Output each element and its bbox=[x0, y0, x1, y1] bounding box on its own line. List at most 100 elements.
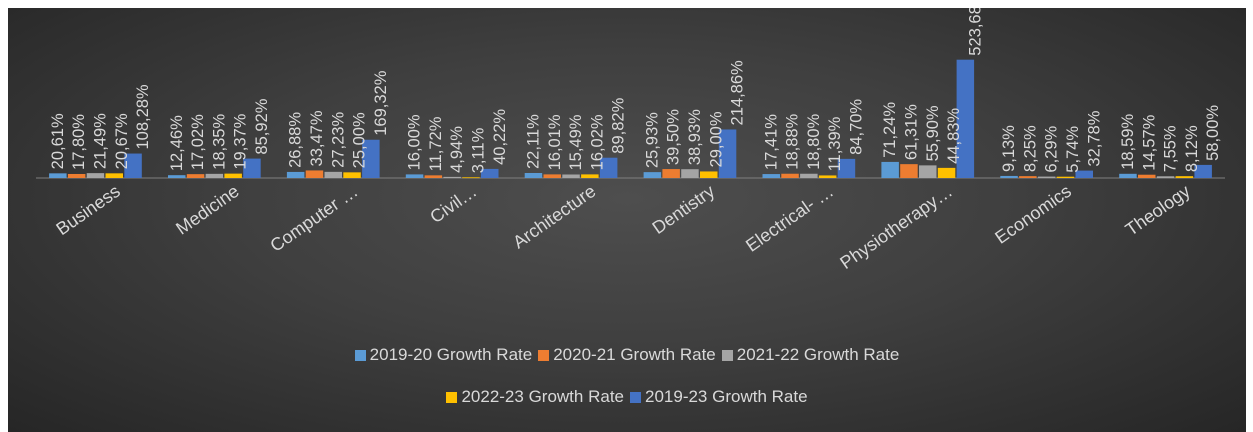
bar bbox=[224, 173, 242, 178]
category-label: Medicine bbox=[172, 181, 242, 239]
data-label: 32,78% bbox=[1085, 110, 1103, 166]
category-label: Civil… bbox=[426, 181, 480, 227]
legend-swatch bbox=[538, 349, 550, 361]
data-label: 12,46% bbox=[168, 115, 186, 171]
bar bbox=[919, 165, 937, 178]
legend-item: 2020-21 Growth Rate bbox=[538, 345, 716, 365]
data-label: 5,74% bbox=[1064, 126, 1082, 173]
data-label: 15,49% bbox=[567, 114, 585, 170]
bar bbox=[286, 171, 305, 178]
bar bbox=[243, 158, 261, 178]
legend-swatch bbox=[354, 349, 366, 361]
bar bbox=[324, 171, 342, 178]
bar bbox=[1138, 174, 1156, 178]
data-label: 17,80% bbox=[70, 114, 88, 170]
legend-item: 2022-23 Growth Rate bbox=[446, 387, 624, 407]
bar bbox=[343, 172, 361, 178]
bar bbox=[462, 177, 480, 179]
bar bbox=[424, 175, 443, 178]
chart-plot: 20,61% 17,80% 21,49% 20,67% 108,28% Business 1… bbox=[36, 8, 1225, 273]
legend-label: 2020-21 Growth Rate bbox=[553, 345, 716, 364]
bar bbox=[86, 173, 105, 178]
data-label: 214,86% bbox=[729, 60, 747, 125]
data-label: 40,22% bbox=[491, 109, 509, 165]
data-label: 84,70% bbox=[847, 99, 865, 155]
bar bbox=[186, 174, 205, 178]
bar bbox=[405, 174, 424, 178]
bar bbox=[956, 59, 975, 178]
category-label: Architecture bbox=[509, 181, 599, 252]
bar bbox=[1194, 164, 1212, 178]
data-label: 18,35% bbox=[210, 114, 228, 170]
bar bbox=[781, 173, 799, 178]
bar bbox=[481, 168, 499, 178]
data-label: 22,11% bbox=[524, 114, 542, 169]
data-label: 16,01% bbox=[546, 114, 564, 170]
data-label: 26,88% bbox=[287, 112, 305, 168]
data-label: 89,82% bbox=[610, 97, 628, 153]
chart-area: 20,61% 17,80% 21,49% 20,67% 108,28% Business 1… bbox=[8, 8, 1246, 432]
bar bbox=[524, 173, 543, 178]
bar bbox=[937, 167, 956, 178]
legend-row: 2019-20 Growth Rate 2020-21 Growth Rate 20… bbox=[8, 340, 1246, 370]
data-label: 16,00% bbox=[406, 114, 424, 170]
bar bbox=[543, 174, 561, 178]
category-label: Economics bbox=[991, 181, 1075, 248]
bar bbox=[818, 175, 837, 178]
legend-label: 2019-20 Growth Rate bbox=[369, 345, 533, 364]
bar bbox=[105, 173, 123, 178]
category-label: Dentistry bbox=[649, 181, 719, 238]
data-label: 29,00% bbox=[707, 111, 725, 167]
bar bbox=[1000, 175, 1018, 178]
data-label: 16,02% bbox=[588, 114, 606, 170]
data-label: 25,00% bbox=[351, 112, 369, 168]
legend: 2019-20 Growth Rate 2020-21 Growth Rate 20… bbox=[8, 340, 1246, 424]
category-label: Electrical- … bbox=[742, 181, 837, 256]
bar bbox=[643, 172, 662, 178]
data-label: 38,93% bbox=[686, 109, 704, 165]
bar bbox=[900, 164, 918, 178]
data-label: 18,88% bbox=[784, 113, 802, 169]
bar bbox=[124, 153, 142, 178]
data-label: 11,72% bbox=[427, 116, 445, 171]
data-label: 21,49% bbox=[91, 113, 109, 169]
bar bbox=[305, 170, 324, 178]
category-label: Theology bbox=[1122, 181, 1194, 240]
bar bbox=[581, 174, 599, 178]
bar bbox=[562, 174, 580, 178]
data-label: 20,67% bbox=[113, 113, 131, 169]
data-label: 61,31% bbox=[902, 104, 920, 160]
data-label: 44,83% bbox=[945, 108, 963, 164]
data-label: 108,28% bbox=[134, 84, 152, 149]
data-label: 14,57% bbox=[1140, 114, 1158, 170]
legend-item: 2021-22 Growth Rate bbox=[721, 345, 899, 365]
legend-swatch bbox=[630, 391, 641, 403]
data-label: 7,55% bbox=[1162, 125, 1180, 172]
data-label: 169,32% bbox=[372, 70, 390, 135]
legend-swatch bbox=[446, 391, 458, 403]
bar bbox=[599, 157, 618, 178]
bar bbox=[443, 176, 461, 178]
bar bbox=[837, 158, 856, 178]
data-label: 4,94% bbox=[448, 126, 466, 173]
legend-item: 2019-23 Growth Rate bbox=[630, 387, 808, 407]
legend-row: 2022-23 Growth Rate 2019-23 Growth Rate bbox=[8, 382, 1246, 412]
data-label: 58,00% bbox=[1204, 105, 1222, 161]
legend-label: 2022-23 Growth Rate bbox=[461, 387, 624, 406]
data-label: 18,59% bbox=[1119, 114, 1137, 170]
bar bbox=[1075, 170, 1093, 178]
bar bbox=[1156, 176, 1175, 178]
bar bbox=[762, 174, 780, 178]
bar bbox=[1119, 173, 1137, 178]
data-label: 27,23% bbox=[329, 112, 347, 168]
bar bbox=[1056, 176, 1075, 178]
bar bbox=[67, 173, 86, 178]
bar bbox=[1019, 176, 1037, 178]
data-label: 17,02% bbox=[189, 114, 207, 170]
legend-swatch bbox=[721, 349, 733, 361]
data-label: 55,90% bbox=[924, 105, 942, 161]
data-label: 33,47% bbox=[308, 110, 326, 166]
bar bbox=[205, 173, 224, 178]
data-label: 20,61% bbox=[49, 113, 67, 169]
data-label: 9,13% bbox=[1000, 125, 1018, 172]
